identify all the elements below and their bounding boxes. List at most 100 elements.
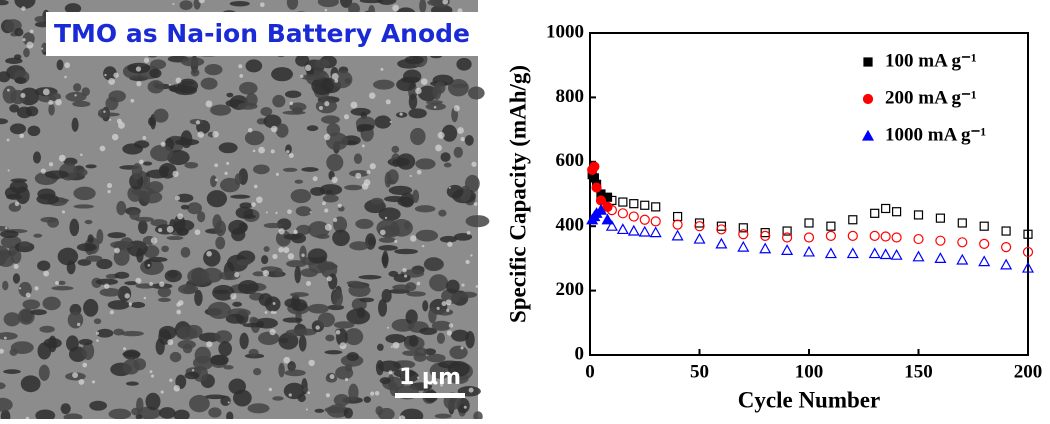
marker-triangle	[890, 248, 903, 260]
grain	[272, 302, 276, 305]
marker-triangle	[715, 237, 728, 249]
pore	[301, 167, 319, 172]
marker-square	[716, 221, 727, 231]
grain	[252, 149, 256, 153]
grain	[324, 101, 330, 107]
pore	[226, 92, 234, 98]
grain	[149, 282, 154, 286]
pore	[429, 274, 449, 292]
grain	[136, 81, 142, 87]
marker-square	[1001, 226, 1011, 236]
marker-square	[782, 226, 792, 236]
pore	[286, 260, 307, 268]
grain	[214, 163, 219, 168]
marker-square	[651, 202, 661, 212]
pore	[415, 158, 436, 170]
grain	[286, 150, 290, 154]
x-tick-label: 0	[585, 361, 595, 382]
marker-triangle	[616, 223, 629, 235]
pore	[200, 77, 218, 90]
pore	[468, 86, 485, 100]
grain	[322, 201, 326, 206]
marker-square	[629, 199, 639, 209]
pore	[34, 15, 47, 23]
grain	[329, 374, 335, 380]
pore	[315, 59, 330, 69]
grain	[318, 106, 323, 111]
grain	[389, 120, 392, 123]
pore	[294, 179, 304, 184]
grain	[25, 292, 31, 298]
pore	[388, 185, 413, 196]
pore	[127, 185, 143, 202]
grain	[80, 153, 83, 157]
pore	[97, 112, 120, 117]
pore	[436, 308, 454, 316]
grain	[194, 229, 201, 236]
pore	[465, 330, 475, 349]
pore	[3, 369, 21, 374]
grain	[270, 125, 278, 133]
pore	[22, 299, 41, 310]
pore	[76, 243, 97, 252]
grain	[387, 326, 390, 329]
pore	[210, 175, 217, 188]
pore	[150, 144, 174, 162]
pore	[355, 218, 374, 229]
marker-square	[913, 210, 924, 220]
grain	[238, 64, 243, 69]
pore	[353, 153, 363, 165]
grain	[304, 64, 312, 72]
grain	[111, 133, 119, 141]
pore	[453, 232, 473, 241]
marker-triangle	[671, 229, 684, 241]
grain	[333, 218, 338, 223]
pore	[134, 140, 150, 149]
grain	[109, 310, 115, 315]
pore	[385, 334, 407, 344]
pore	[0, 230, 19, 238]
pore	[38, 364, 50, 381]
pore	[278, 332, 299, 350]
pore	[282, 110, 306, 115]
pore	[349, 241, 369, 251]
pore	[12, 273, 21, 284]
pore	[190, 68, 200, 77]
grain	[326, 276, 332, 282]
pore	[263, 222, 283, 229]
pore	[422, 300, 429, 312]
pore	[0, 397, 13, 412]
grain	[43, 270, 50, 277]
marker-square	[979, 221, 989, 231]
pore	[379, 377, 391, 385]
pore	[458, 291, 477, 298]
pore	[414, 347, 428, 357]
grain	[324, 223, 332, 231]
pore	[237, 280, 259, 295]
pore	[177, 340, 196, 350]
grain	[361, 144, 365, 148]
pore	[45, 170, 69, 179]
grain	[108, 78, 116, 85]
grain	[214, 178, 218, 182]
grain	[363, 179, 371, 186]
pore	[107, 300, 130, 310]
grain	[379, 229, 386, 236]
pore	[148, 257, 168, 263]
pore	[25, 106, 39, 117]
pore	[10, 248, 22, 264]
pore	[173, 409, 190, 422]
marker-triangle	[1000, 258, 1013, 270]
pore	[73, 204, 95, 209]
grain	[471, 161, 477, 167]
pore	[204, 63, 223, 76]
pore	[276, 218, 292, 231]
grain	[446, 330, 452, 336]
pore	[145, 392, 161, 411]
grain	[159, 281, 165, 287]
grain	[7, 88, 10, 92]
grain	[58, 154, 66, 162]
grain	[366, 170, 371, 175]
grain	[272, 253, 278, 260]
grain	[206, 341, 213, 348]
